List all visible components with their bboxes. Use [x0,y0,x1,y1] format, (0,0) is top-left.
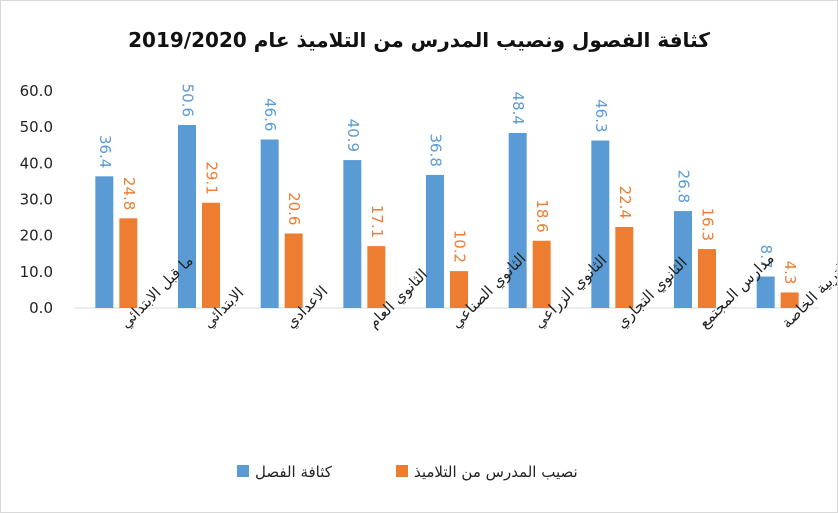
bar-series-1 [674,211,692,308]
data-label-series-1: 8.7 [757,245,775,269]
y-tick-label: 60.0 [20,82,53,100]
data-label-series-1: 46.3 [592,99,610,132]
data-label-series-2: 22.4 [616,186,634,219]
y-axis-ticks: 0.0 10.0 20.0 30.0 40.0 50.0 60.0 [20,82,53,317]
bar-series-2 [532,240,551,308]
legend-swatch-series-1 [237,465,249,477]
bar-series-2 [698,249,716,308]
data-label-series-1: 40.9 [344,119,362,152]
data-label-series-2: 16.3 [699,208,717,241]
data-label-series-2: 4.3 [781,261,799,285]
data-label-series-2: 18.6 [533,199,551,232]
data-label-series-1: 26.8 [675,170,693,203]
bar-series-2 [367,246,386,308]
y-tick-label: 10.0 [20,263,53,281]
bars-group [95,124,799,308]
bar-series-2 [780,292,799,308]
bar-series-2 [615,226,634,308]
chart-title: كثافة الفصول ونصيب المدرس من التلاميذ عا… [128,28,710,52]
legend-label-series-2: نصيب المدرس من التلاميذ [414,463,578,481]
y-tick-label: 40.0 [20,154,53,172]
bar-series-1 [343,160,362,308]
data-label-series-2: 24.8 [120,177,138,210]
bar-series-2 [202,202,220,308]
data-label-series-1: 36.4 [96,135,114,168]
data-label-series-2: 10.2 [451,230,469,263]
y-tick-label: 30.0 [20,191,53,209]
data-label-series-1: 50.6 [179,84,197,117]
bar-series-1 [508,132,527,308]
bar-series-1 [426,174,444,308]
data-label-series-2: 20.6 [285,192,303,225]
legend: كثافة الفصل نصيب المدرس من التلاميذ [237,463,578,481]
legend-label-series-1: كثافة الفصل [255,463,333,481]
bar-series-2 [119,218,138,308]
bar-series-1 [756,276,775,308]
data-label-series-2: 17.1 [368,205,386,238]
data-label-series-1: 48.4 [509,92,527,125]
y-tick-label: 0.0 [29,299,53,317]
x-axis-ticks: ما قبل الابتدائي الابتدائي الاعدادي الثانوي… [116,249,837,332]
bar-series-1 [591,140,610,308]
data-labels-group: 36.4 50.6 46.6 40.9 36.8 48.4 46.3 26.8 8.7 24.8 2… [96,84,799,285]
bar-series-2 [450,271,468,308]
bar-series-1 [178,124,196,308]
bar-series-2 [284,233,303,308]
y-tick-label: 20.0 [20,227,53,245]
y-tick-label: 50.0 [20,118,53,136]
bar-series-1 [260,139,279,308]
data-label-series-2: 29.1 [203,161,221,194]
legend-swatch-series-2 [396,465,408,477]
bar-series-1 [95,176,114,308]
data-label-series-1: 46.6 [261,98,279,131]
data-label-series-1: 36.8 [427,134,445,167]
